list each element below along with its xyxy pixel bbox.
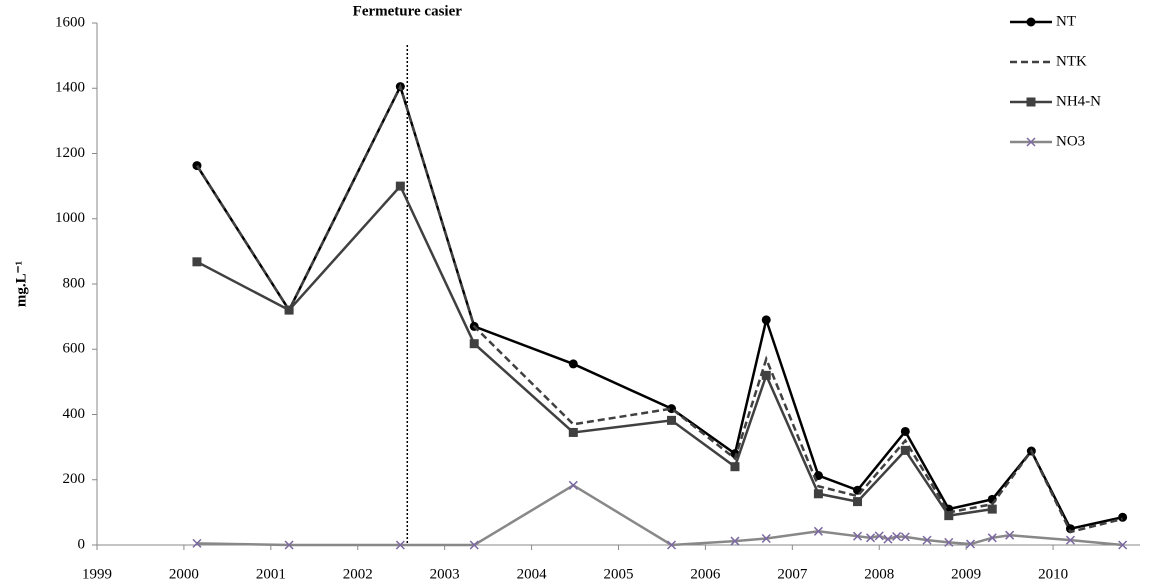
y-tick-label: 1600: [55, 14, 85, 30]
x-tick-label: 2006: [690, 566, 721, 582]
data-point: [1118, 512, 1128, 522]
series-line: [195, 83, 1123, 534]
data-point: [1005, 530, 1015, 540]
data-point: [965, 539, 976, 549]
data-point: [666, 540, 677, 550]
data-point: [944, 511, 954, 521]
data-point: [892, 531, 902, 542]
x-tick-label: 2004: [517, 566, 548, 582]
data-point: [568, 427, 578, 437]
y-tick-label: 600: [63, 341, 86, 357]
y-tick-label: 400: [63, 406, 86, 422]
legend-label: NT: [1056, 13, 1076, 29]
y-tick-label: 800: [63, 275, 86, 291]
data-point: [813, 526, 823, 536]
y-tick-label: 0: [78, 536, 86, 552]
data-point: [866, 533, 876, 543]
y-tick-label: 1200: [55, 145, 85, 161]
data-point: [761, 370, 771, 380]
data-point: [900, 532, 910, 542]
data-point: [761, 315, 771, 325]
y-tick-label: 1400: [55, 80, 85, 96]
legend-label: NH4-N: [1056, 93, 1101, 109]
legend-label: NO3: [1056, 133, 1085, 149]
data-point: [568, 480, 578, 490]
y-tick-label: 200: [63, 471, 86, 487]
x-tick-label: 2010: [1038, 566, 1068, 582]
data-point: [883, 534, 893, 544]
data-point: [1065, 535, 1076, 545]
x-tick-label: 2007: [777, 566, 808, 582]
series-line: [195, 83, 1123, 531]
data-point: [944, 537, 954, 547]
data-point: [395, 181, 405, 191]
series-line: [196, 183, 993, 517]
data-point: [730, 536, 740, 546]
data-point: [874, 531, 884, 541]
data-point: [1118, 540, 1128, 550]
data-point: [395, 540, 405, 550]
data-point: [284, 305, 294, 315]
data-point: [730, 449, 740, 459]
legend-marker: [1026, 17, 1036, 27]
data-point: [192, 538, 202, 548]
x-tick-label: 2001: [256, 566, 286, 582]
data-point: [761, 533, 771, 544]
data-point: [568, 359, 578, 369]
x-tick-label: 2002: [343, 566, 373, 582]
legend-marker: [1026, 137, 1036, 147]
x-tick-label: 2008: [864, 566, 894, 582]
legend-marker: [1026, 97, 1036, 107]
data-point: [469, 540, 479, 550]
annotation: Fermeture casier: [353, 3, 463, 19]
data-point: [922, 535, 932, 545]
data-point: [987, 533, 997, 543]
x-tick-label: 2000: [169, 566, 199, 582]
data-point: [813, 489, 823, 499]
x-tick-label: 2009: [951, 566, 981, 582]
y-axis-label: mg.L⁻¹: [13, 261, 29, 307]
data-point: [730, 462, 740, 472]
legend-label: NTK: [1056, 53, 1087, 69]
x-tick-label: 2003: [430, 566, 460, 582]
series-line: [196, 483, 1123, 547]
data-point: [900, 445, 910, 455]
y-tick-label: 1000: [55, 210, 85, 226]
data-point: [900, 426, 910, 436]
data-point: [852, 531, 863, 541]
data-point: [853, 497, 863, 507]
data-point: [192, 257, 202, 267]
data-point: [987, 504, 997, 514]
x-tick-label: 1999: [82, 566, 112, 582]
data-point: [284, 540, 294, 550]
data-point: [469, 339, 479, 349]
data-point: [667, 415, 677, 425]
x-tick-label: 2005: [604, 566, 634, 582]
